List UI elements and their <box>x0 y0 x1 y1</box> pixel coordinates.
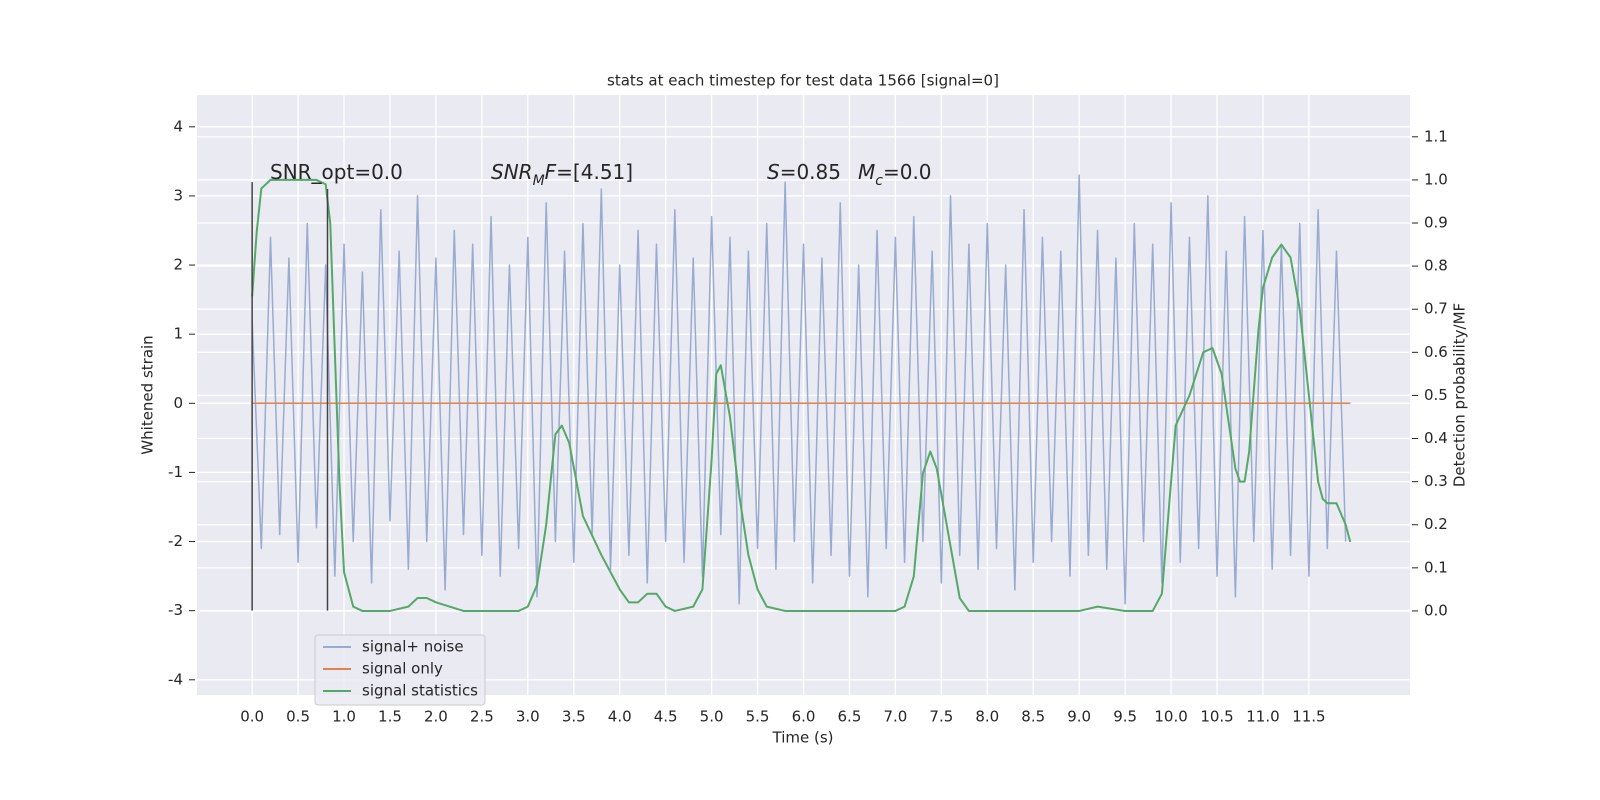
x-tick-label: 6.5 <box>838 708 862 726</box>
x-tick-label: 9.5 <box>1113 708 1137 726</box>
y-axis-label: Whitened strain <box>139 335 157 454</box>
x-tick-label: 11.0 <box>1246 708 1279 726</box>
y-tick-label: -4 <box>168 670 183 688</box>
x-tick-label: 3.0 <box>516 708 540 726</box>
y2-tick-label: 0.1 <box>1424 558 1448 576</box>
y-tick-label: 4 <box>173 117 183 135</box>
x-tick-label: 7.5 <box>929 708 953 726</box>
annotation-part: F <box>545 160 557 184</box>
x-tick-label: 2.5 <box>470 708 494 726</box>
x-tick-label: 8.5 <box>1021 708 1045 726</box>
x-tick-label: 10.5 <box>1200 708 1233 726</box>
x-tick-label: 1.0 <box>332 708 356 726</box>
annotation: SNR_opt=0.0 <box>270 160 403 184</box>
annotation-part: =[4.51] <box>556 160 633 184</box>
annotation-part: =0.0 <box>883 160 932 184</box>
x-tick-label: 2.0 <box>424 708 448 726</box>
y2-tick-label: 0.6 <box>1424 343 1448 361</box>
annotation-part: =0.85 <box>780 160 841 184</box>
y2-tick-label: 0.2 <box>1424 515 1448 533</box>
y2-tick-label: 1.0 <box>1424 170 1448 188</box>
y-tick-label: 3 <box>173 186 183 204</box>
y-tick-label: -2 <box>168 532 183 550</box>
y2-tick-label: 0.3 <box>1424 472 1448 490</box>
annotation-part: S <box>767 160 780 184</box>
y2-tick-label: 0.4 <box>1424 429 1448 447</box>
annotation-part: M <box>533 173 545 189</box>
y2-tick-label: 0.5 <box>1424 386 1448 404</box>
x-tick-label: 5.0 <box>700 708 724 726</box>
annotation-part: M <box>858 160 875 184</box>
x-tick-label: 4.0 <box>608 708 632 726</box>
x-tick-label: 0.5 <box>286 708 310 726</box>
legend-label: signal+ noise <box>362 638 464 656</box>
annotation: SNRMF=[4.51] <box>491 160 633 190</box>
y-tick-label: 2 <box>173 256 183 274</box>
x-tick-label: 5.5 <box>746 708 770 726</box>
legend-box <box>314 634 486 706</box>
chart-title: stats at each timestep for test data 156… <box>607 72 999 90</box>
x-tick-label: 6.0 <box>792 708 816 726</box>
annotation: S=0.85 <box>767 160 841 184</box>
annotation-part: SNR <box>491 160 533 184</box>
y-tick-label: -1 <box>168 463 183 481</box>
x-tick-label: 10.0 <box>1154 708 1187 726</box>
y2-axis-label: Detection probability/MF <box>1451 303 1469 487</box>
y-tick-label: 1 <box>173 325 183 343</box>
x-tick-label: 7.0 <box>883 708 907 726</box>
y-tick-label: 0 <box>173 394 183 412</box>
x-tick-label: 8.0 <box>975 708 999 726</box>
y-tick-label: -3 <box>168 601 183 619</box>
legend: signal+ noise signal only signal statistic… <box>314 634 486 706</box>
x-axis-label: Time (s) <box>772 729 834 747</box>
x-tick-label: 0.0 <box>240 708 264 726</box>
data <box>251 174 1352 612</box>
legend-label: signal only <box>362 660 443 678</box>
x-tick-label: 1.5 <box>378 708 402 726</box>
annotation-part: c <box>875 173 883 189</box>
x-tick-label: 4.5 <box>654 708 678 726</box>
annotation-part: SNR_opt=0.0 <box>270 160 403 184</box>
x-tick-label: 3.5 <box>562 708 586 726</box>
x-tick-label: 11.5 <box>1292 708 1325 726</box>
annotation: Mc=0.0 <box>858 160 932 190</box>
y2-tick-label: 0.8 <box>1424 257 1448 275</box>
y2-tick-label: 0.7 <box>1424 300 1448 318</box>
x-tick-label: 9.0 <box>1067 708 1091 726</box>
y2-tick-label: 0.9 <box>1424 214 1448 232</box>
y2-tick-label: 1.1 <box>1424 127 1448 145</box>
y2-tick-label: 0.0 <box>1424 601 1448 619</box>
series-line <box>251 178 1352 612</box>
legend-label: signal statistics <box>362 682 478 700</box>
series-line <box>251 174 1347 605</box>
